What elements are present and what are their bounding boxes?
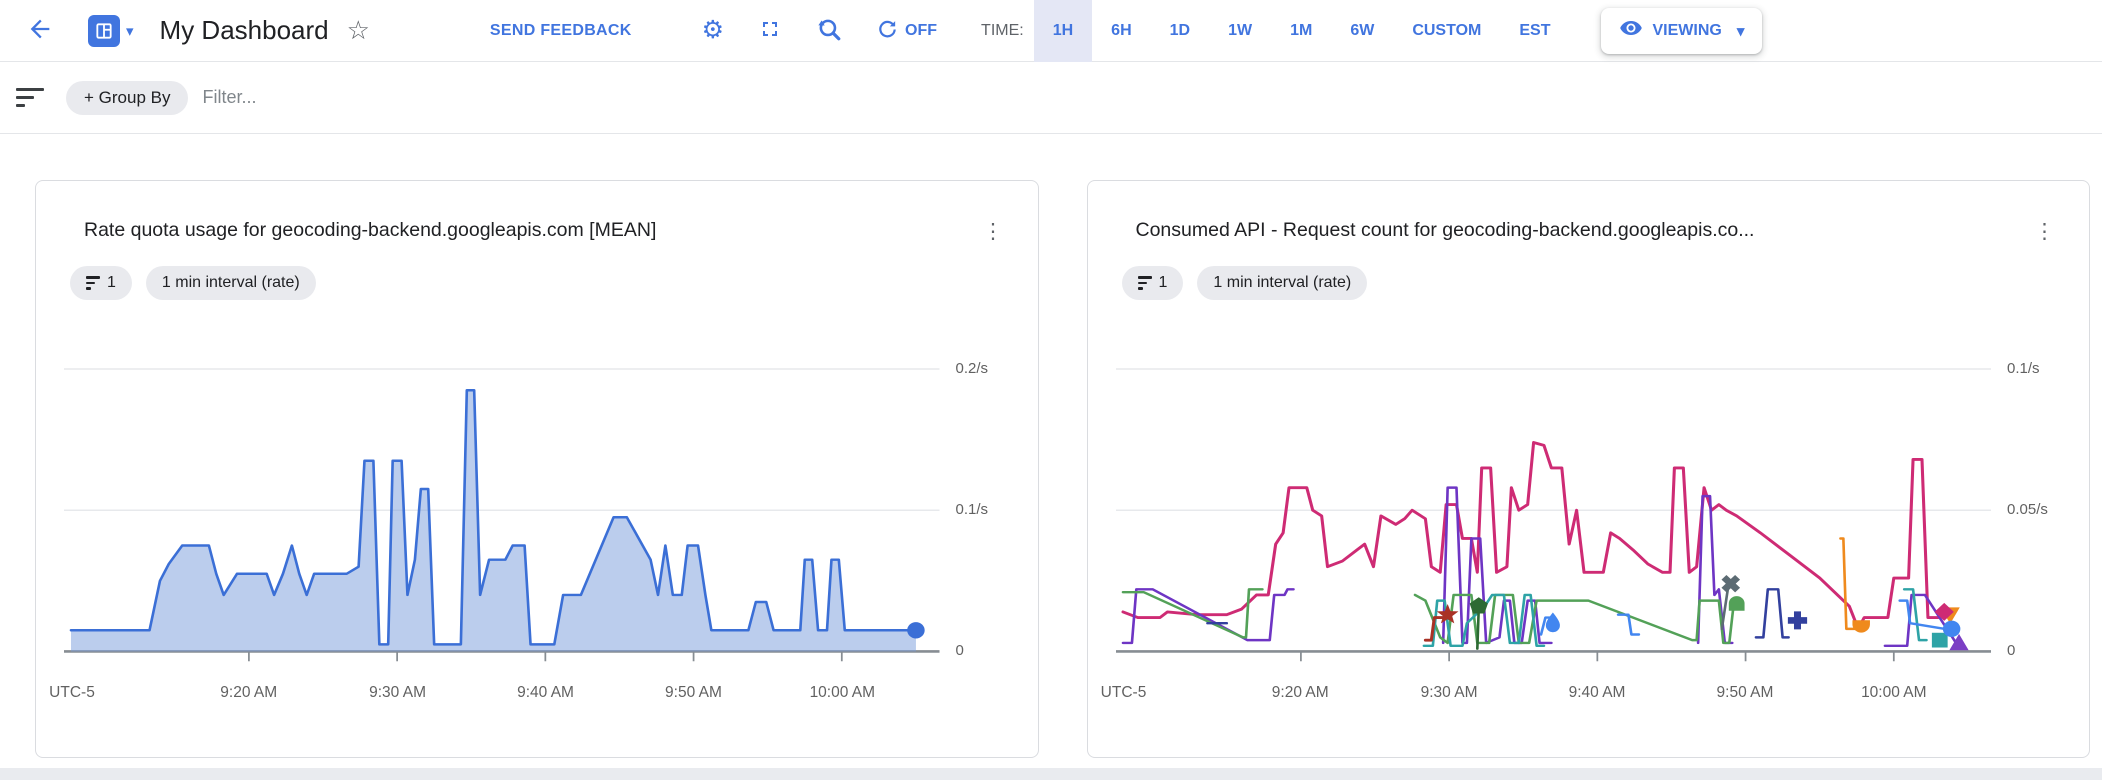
timezone-label: UTC-5	[49, 684, 95, 701]
x-tick: 9:30 AM	[1420, 684, 1478, 701]
settings-button[interactable]: ⚙	[698, 14, 728, 47]
filter-list-icon[interactable]	[10, 82, 50, 113]
x-tick: 9:20 AM	[1271, 684, 1329, 701]
dashboard-icon	[88, 14, 120, 47]
y-axis-labels: 0.2/s 0.1/s 0	[940, 324, 1012, 676]
reset-zoom-button[interactable]	[812, 12, 846, 49]
timezone-label: UTC-5	[1100, 684, 1147, 701]
filter-input[interactable]	[202, 87, 2086, 108]
interval-chip[interactable]: 1 min interval (rate)	[1197, 266, 1368, 300]
toolbar-icons: ⚙ OFF	[698, 12, 941, 49]
filter-count-chip[interactable]: 1	[1121, 266, 1184, 300]
x-axis-labels: UTC-5 9:20 AM 9:30 AM 9:40 AM 9:50 AM 10…	[1101, 680, 1992, 710]
x-tick: 9:30 AM	[369, 684, 426, 701]
x-tick: 9:40 AM	[517, 684, 574, 701]
x-axis-labels: UTC-5 9:20 AM 9:30 AM 9:40 AM 9:50 AM 10…	[49, 680, 940, 710]
overflow-menu-icon[interactable]: ⋮	[975, 219, 1012, 244]
time-range-6w[interactable]: 6W	[1331, 0, 1393, 62]
y-tick: 0.05/s	[2007, 501, 2048, 519]
rate-quota-card: Rate quota usage for geocoding-backend.g…	[35, 180, 1039, 758]
y-tick: 0.1/s	[2007, 360, 2040, 378]
filter-bar: + Group By	[0, 62, 2102, 134]
x-tick: 9:50 AM	[1716, 684, 1774, 701]
timezone-est-button[interactable]: EST	[1500, 0, 1569, 62]
filter-icon	[86, 276, 100, 290]
chevron-down-icon: ▾	[1736, 22, 1745, 40]
chart-area: 0.1/s 0.05/s 0	[1115, 324, 2064, 676]
eye-icon	[1619, 16, 1643, 45]
send-feedback-button[interactable]: SEND FEEDBACK	[489, 21, 632, 39]
chevron-down-icon: ▾	[126, 22, 134, 40]
auto-refresh-button[interactable]: OFF	[872, 14, 941, 48]
interval-chip[interactable]: 1 min interval (rate)	[145, 266, 316, 300]
card-header: Consumed API - Request count for geocodi…	[1116, 219, 2064, 244]
time-range-1w[interactable]: 1W	[1209, 0, 1271, 62]
dashboard-grid: Rate quota usage for geocoding-backend.g…	[0, 134, 2102, 758]
card-title: Consumed API - Request count for geocodi…	[1135, 219, 1755, 241]
card-title: Rate quota usage for geocoding-backend.g…	[84, 219, 657, 241]
back-arrow-icon	[26, 15, 54, 46]
page-bottom-strip	[0, 768, 2102, 780]
viewing-mode-button[interactable]: VIEWING ▾	[1601, 7, 1763, 54]
rate-quota-chart[interactable]	[64, 324, 940, 676]
back-button[interactable]	[22, 11, 58, 50]
chip-row: 1 1 min interval (rate)	[1121, 266, 2064, 300]
page-title: My Dashboard	[159, 15, 329, 45]
consumed-api-chart[interactable]	[1115, 324, 1991, 676]
y-tick: 0.1/s	[955, 501, 989, 519]
dashboard-picker-button[interactable]: ▾	[84, 11, 138, 51]
chip-row: 1 1 min interval (rate)	[70, 266, 1012, 300]
y-tick: 0	[2007, 642, 2016, 660]
time-range-1m[interactable]: 1M	[1271, 0, 1331, 62]
y-tick: 0	[955, 642, 964, 660]
time-range-custom[interactable]: CUSTOM	[1393, 0, 1500, 62]
x-tick: 9:40 AM	[1568, 684, 1626, 701]
time-range-1d[interactable]: 1D	[1151, 0, 1209, 62]
time-range-1h[interactable]: 1H	[1033, 0, 1093, 62]
fullscreen-button[interactable]	[754, 13, 786, 48]
top-app-bar: ▾ My Dashboard ☆ SEND FEEDBACK ⚙	[0, 0, 2102, 62]
group-by-chip[interactable]: + Group By	[66, 80, 189, 115]
x-tick: 10:00 AM	[1861, 684, 1927, 701]
x-tick: 10:00 AM	[809, 684, 876, 701]
x-tick: 9:20 AM	[220, 684, 278, 701]
x-tick: 9:50 AM	[665, 684, 722, 701]
time-range-group: 1H 6H 1D 1W 1M 6W CUSTOM EST	[1033, 0, 1570, 62]
consumed-api-card: Consumed API - Request count for geocodi…	[1086, 180, 2090, 758]
viewing-label: VIEWING	[1652, 21, 1722, 39]
auto-refresh-state: OFF	[905, 21, 938, 39]
gear-icon: ⚙	[701, 16, 725, 44]
magnifier-reset-icon	[816, 16, 842, 45]
refresh-icon	[876, 18, 899, 44]
fullscreen-icon	[758, 17, 782, 44]
card-header: Rate quota usage for geocoding-backend.g…	[64, 219, 1012, 244]
star-favorite-button[interactable]: ☆	[346, 15, 370, 45]
y-axis-labels: 0.1/s 0.05/s 0	[1991, 324, 2063, 676]
y-tick: 0.2/s	[955, 360, 989, 378]
overflow-menu-icon[interactable]: ⋮	[2026, 219, 2063, 244]
chart-area: 0.2/s 0.1/s 0	[64, 324, 1012, 676]
time-range-6h[interactable]: 6H	[1092, 0, 1150, 62]
filter-count-chip[interactable]: 1	[70, 266, 132, 300]
filter-icon	[1137, 276, 1152, 290]
time-label: TIME:	[981, 21, 1024, 39]
